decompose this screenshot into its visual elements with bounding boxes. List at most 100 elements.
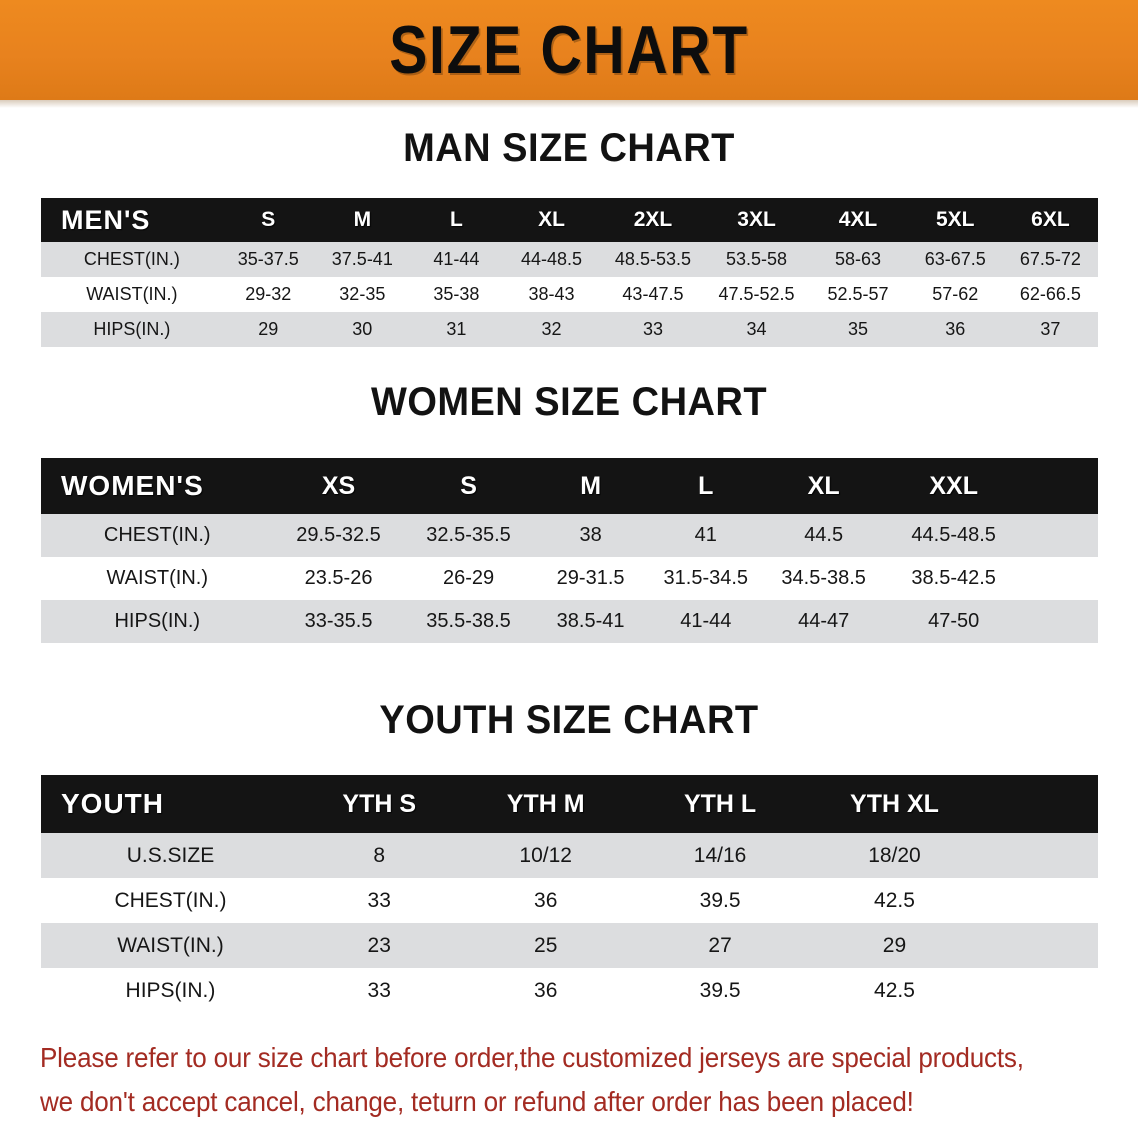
women-column-header-spacer-6 (1024, 458, 1098, 514)
men-column-header-6xl: 6XL (1031, 208, 1070, 231)
men-column-header-3xl: 3XL (737, 208, 776, 231)
men-cell-2-8: 37 (1040, 319, 1061, 339)
men-cell-1-7: 57-62 (932, 284, 979, 304)
men-cell-1-8: 62-66.5 (1019, 284, 1081, 304)
men-row-label-2: HIPS(IN.) (93, 319, 171, 339)
youth-cell-1-1: 36 (534, 888, 558, 912)
man-section-title: MAN SIZE CHART (403, 126, 735, 170)
women-cell-2-4: 44-47 (798, 610, 850, 632)
women-column-header-s: S (460, 471, 477, 500)
youth-cell-3-3: 42.5 (874, 978, 915, 1002)
youth-column-header-yth-l: YTH L (683, 789, 757, 818)
youth-cell-3-4 (982, 968, 1098, 1013)
women-cell-2-2: 38.5-41 (556, 610, 625, 632)
women-row-label-0: CHEST(IN.) (103, 524, 211, 546)
youth-row-label-2: WAIST(IN.) (117, 933, 224, 957)
women-cell-0-5: 44.5-48.5 (911, 524, 996, 546)
women-cell-2-1: 35.5-38.5 (426, 610, 511, 632)
women-column-header-m: M (580, 471, 602, 500)
youth-cell-0-2: 14/16 (693, 843, 747, 867)
men-cell-0-4: 48.5-53.5 (614, 249, 691, 269)
women-cell-0-2: 38 (579, 524, 602, 546)
men-cell-0-5: 53.5-58 (726, 249, 788, 269)
women-cell-1-0: 23.5-26 (304, 567, 373, 589)
youth-cell-2-3: 29 (882, 933, 907, 957)
man-table-header-row: MEN'S S M L XL 2XL 3XL 4XL 5XL 6XL (41, 198, 1098, 242)
youth-cell-1-2: 39.5 (699, 888, 741, 912)
youth-row-label-1: CHEST(IN.) (114, 888, 227, 912)
order-policy-note-line-1: Please refer to our size chart before or… (40, 1042, 1024, 1073)
women-cell-1-3: 31.5-34.5 (663, 567, 749, 589)
men-cell-2-0: 29 (258, 319, 279, 339)
women-cell-2-0: 33-35.5 (304, 610, 373, 632)
men-column-header-5xl: 5XL (935, 208, 975, 231)
youth-cell-0-1: 10/12 (519, 843, 572, 867)
women-row-label-2: HIPS(IN.) (114, 610, 201, 632)
men-cell-1-2: 35-38 (433, 284, 480, 304)
men-cell-2-3: 32 (541, 319, 562, 339)
order-policy-note: Please refer to our size chart before or… (40, 1036, 1026, 1124)
women-cell-0-6 (1024, 514, 1098, 557)
table-row: CHEST(IN.) 29.5-32.5 32.5-35.5 38 41 44.5 44.5… (41, 514, 1098, 557)
youth-cell-2-0: 23 (367, 933, 391, 957)
table-row: CHEST(IN.) 35-37.5 37.5-41 41-44 44-48.5 48.5… (41, 242, 1098, 277)
men-cell-2-2: 31 (446, 319, 467, 339)
men-column-header-m: M (353, 208, 372, 231)
women-table-body: CHEST(IN.) 29.5-32.5 32.5-35.5 38 41 44.5 44.5… (41, 514, 1098, 643)
men-cell-2-7: 36 (945, 319, 966, 339)
banner-title: SIZE CHART (389, 12, 749, 88)
women-cell-1-1: 26-29 (442, 567, 495, 589)
men-cell-1-6: 52.5-57 (827, 284, 889, 304)
men-cell-1-1: 32-35 (339, 284, 386, 304)
youth-cell-0-4 (982, 833, 1098, 878)
men-cell-0-6: 58-63 (834, 249, 882, 269)
youth-cell-3-1: 36 (534, 978, 558, 1002)
men-column-header-4xl: 4XL (838, 208, 878, 231)
table-row: WAIST(IN.) 29-32 32-35 35-38 38-43 43-47.5 47.… (41, 277, 1098, 312)
women-cell-0-4: 44.5 (804, 524, 844, 546)
men-cell-2-5: 34 (746, 319, 767, 339)
youth-cell-0-0: 8 (373, 843, 386, 867)
men-column-header-2xl: 2XL (633, 208, 673, 231)
youth-column-header-yth-s: YTH S (342, 789, 417, 818)
youth-row-label-header: YOUTH (61, 788, 164, 819)
women-cell-0-0: 29.5-32.5 (296, 524, 381, 546)
men-cell-0-7: 63-67.5 (924, 249, 986, 269)
men-column-header-xl: XL (538, 208, 565, 231)
youth-cell-1-0: 33 (367, 888, 391, 912)
women-cell-1-2: 29-31.5 (556, 567, 625, 589)
youth-cell-0-3: 18/20 (868, 843, 921, 867)
youth-section-title: YOUTH SIZE CHART (379, 698, 759, 742)
women-cell-1-5: 38.5-42.5 (911, 567, 996, 589)
men-cell-1-5: 47.5-52.5 (718, 284, 795, 304)
men-cell-1-3: 38-43 (528, 284, 575, 304)
women-cell-0-3: 41 (694, 524, 717, 546)
page-banner: SIZE CHART (0, 0, 1138, 100)
table-row: WAIST(IN.) 23 25 27 29 (41, 923, 1098, 968)
youth-cell-2-4 (982, 923, 1098, 968)
table-row: HIPS(IN.) 33-35.5 35.5-38.5 38.5-41 41-44 44-… (41, 600, 1098, 643)
women-column-header-xxl: XXL (929, 471, 978, 500)
women-table-header-row: WOMEN'S XS S M L XL XXL (41, 458, 1098, 514)
youth-row-label-0: U.S.SIZE (126, 843, 215, 867)
man-table-body: CHEST(IN.) 35-37.5 37.5-41 41-44 44-48.5 48.5… (41, 242, 1098, 347)
men-cell-2-6: 35 (847, 319, 869, 339)
youth-cell-3-2: 39.5 (699, 978, 741, 1002)
men-cell-0-0: 35-37.5 (237, 249, 299, 269)
man-size-chart-table: MEN'S S M L XL 2XL 3XL 4XL 5XL 6XL CHEST(IN.) 35-3… (41, 198, 1098, 347)
women-size-chart-table: WOMEN'S XS S M L XL XXL CHEST(IN.) 29.5-32.5 32.… (41, 458, 1098, 643)
women-cell-2-3: 41-44 (680, 610, 732, 632)
women-cell-1-6 (1024, 557, 1098, 600)
youth-table-header-row: YOUTH YTH S YTH M YTH L YTH XL (41, 775, 1098, 833)
men-column-header-s: S (261, 208, 276, 231)
table-row: U.S.SIZE 8 10/12 14/16 18/20 (41, 833, 1098, 878)
women-section-title: WOMEN SIZE CHART (370, 380, 768, 424)
men-cell-1-0: 29-32 (245, 284, 292, 304)
men-cell-2-1: 30 (352, 319, 373, 339)
table-row: WAIST(IN.) 23.5-26 26-29 29-31.5 31.5-34.5 34… (41, 557, 1098, 600)
table-row: HIPS(IN.) 33 36 39.5 42.5 (41, 968, 1098, 1013)
banner-shadow-divider (0, 100, 1138, 108)
men-cell-0-1: 37.5-41 (331, 249, 393, 269)
women-column-header-l: L (698, 471, 714, 500)
women-row-label-1: WAIST(IN.) (106, 567, 208, 589)
